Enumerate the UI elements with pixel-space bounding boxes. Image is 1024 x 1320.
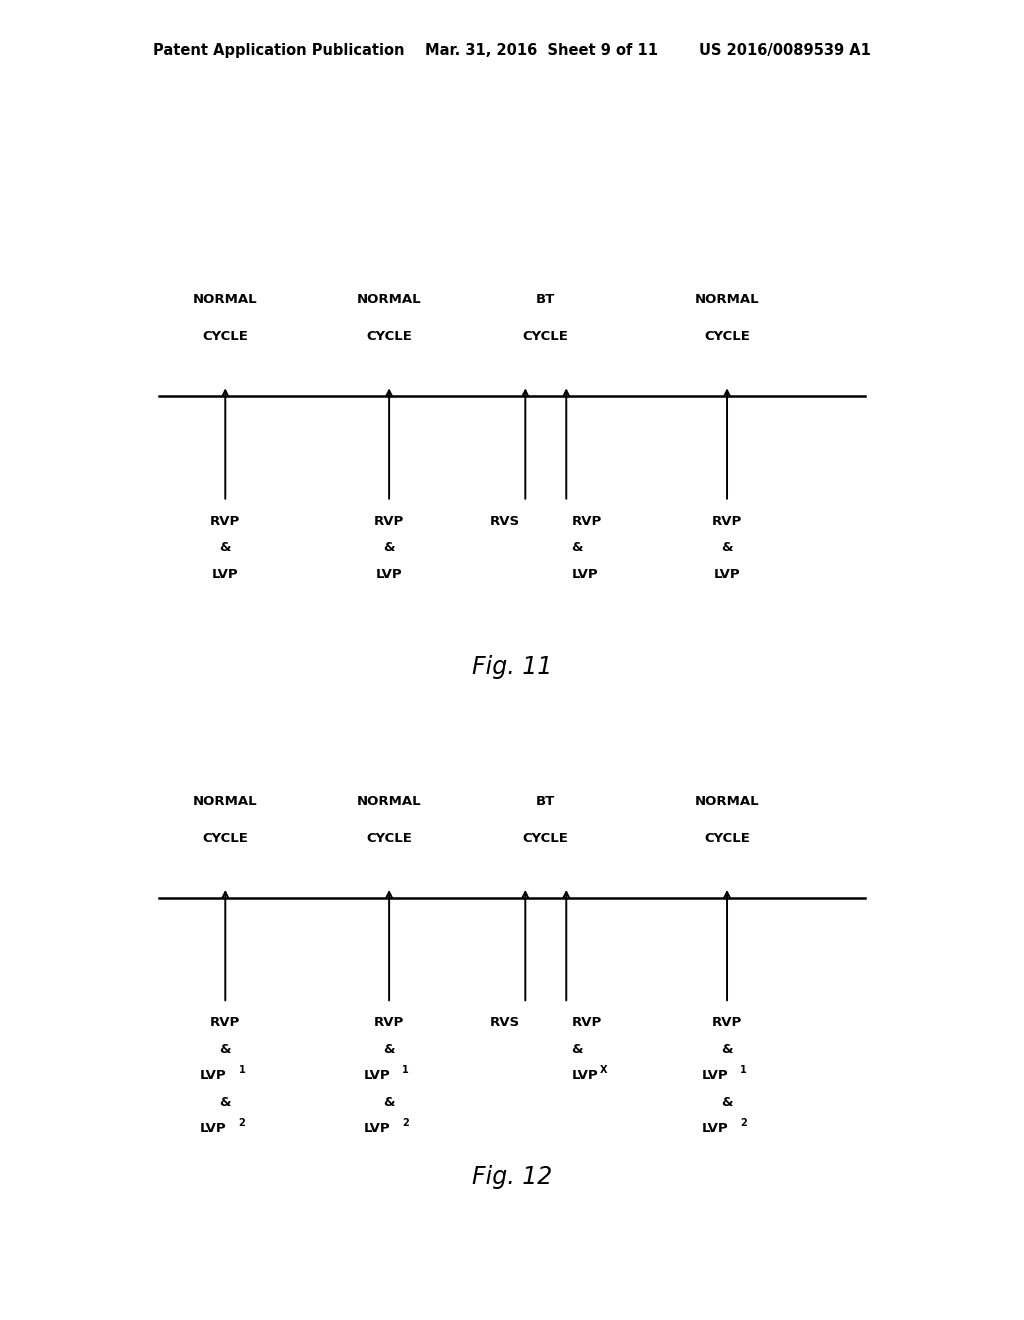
Text: &: & — [383, 541, 395, 554]
Text: RVS: RVS — [490, 515, 520, 528]
Text: BT: BT — [537, 795, 555, 808]
Text: CYCLE: CYCLE — [367, 330, 412, 343]
Text: LVP: LVP — [571, 568, 598, 581]
Text: LVP: LVP — [571, 1069, 598, 1082]
Text: NORMAL: NORMAL — [356, 795, 422, 808]
Text: RVP: RVP — [712, 515, 742, 528]
Text: LVP: LVP — [701, 1122, 728, 1135]
Text: 1: 1 — [740, 1065, 748, 1076]
Text: RVP: RVP — [210, 1016, 241, 1030]
Text: RVP: RVP — [571, 1016, 602, 1030]
Text: RVP: RVP — [712, 1016, 742, 1030]
Text: NORMAL: NORMAL — [193, 293, 258, 306]
Text: NORMAL: NORMAL — [694, 293, 760, 306]
Text: RVP: RVP — [571, 515, 602, 528]
Text: LVP: LVP — [376, 568, 402, 581]
Text: &: & — [219, 541, 231, 554]
Text: &: & — [721, 1043, 733, 1056]
Text: LVP: LVP — [200, 1122, 226, 1135]
Text: Fig. 11: Fig. 11 — [472, 655, 552, 678]
Text: CYCLE: CYCLE — [705, 330, 750, 343]
Text: 2: 2 — [402, 1118, 410, 1129]
Text: NORMAL: NORMAL — [356, 293, 422, 306]
Text: CYCLE: CYCLE — [705, 832, 750, 845]
Text: Fig. 12: Fig. 12 — [472, 1166, 552, 1189]
Text: CYCLE: CYCLE — [203, 330, 248, 343]
Text: RVS: RVS — [490, 1016, 520, 1030]
Text: NORMAL: NORMAL — [193, 795, 258, 808]
Text: &: & — [571, 1043, 583, 1056]
Text: &: & — [571, 541, 583, 554]
Text: LVP: LVP — [701, 1069, 728, 1082]
Text: &: & — [219, 1096, 231, 1109]
Text: 1: 1 — [239, 1065, 246, 1076]
Text: NORMAL: NORMAL — [694, 795, 760, 808]
Text: RVP: RVP — [210, 515, 241, 528]
Text: CYCLE: CYCLE — [203, 832, 248, 845]
Text: 1: 1 — [402, 1065, 410, 1076]
Text: LVP: LVP — [364, 1069, 390, 1082]
Text: LVP: LVP — [200, 1069, 226, 1082]
Text: 2: 2 — [740, 1118, 748, 1129]
Text: 2: 2 — [239, 1118, 246, 1129]
Text: LVP: LVP — [714, 568, 740, 581]
Text: Patent Application Publication    Mar. 31, 2016  Sheet 9 of 11        US 2016/00: Patent Application Publication Mar. 31, … — [153, 42, 871, 58]
Text: BT: BT — [537, 293, 555, 306]
Text: CYCLE: CYCLE — [367, 832, 412, 845]
Text: LVP: LVP — [212, 568, 239, 581]
Text: CYCLE: CYCLE — [523, 330, 568, 343]
Text: &: & — [383, 1096, 395, 1109]
Text: &: & — [721, 541, 733, 554]
Text: CYCLE: CYCLE — [523, 832, 568, 845]
Text: RVP: RVP — [374, 515, 404, 528]
Text: &: & — [219, 1043, 231, 1056]
Text: LVP: LVP — [364, 1122, 390, 1135]
Text: X: X — [600, 1065, 607, 1076]
Text: &: & — [721, 1096, 733, 1109]
Text: &: & — [383, 1043, 395, 1056]
Text: RVP: RVP — [374, 1016, 404, 1030]
